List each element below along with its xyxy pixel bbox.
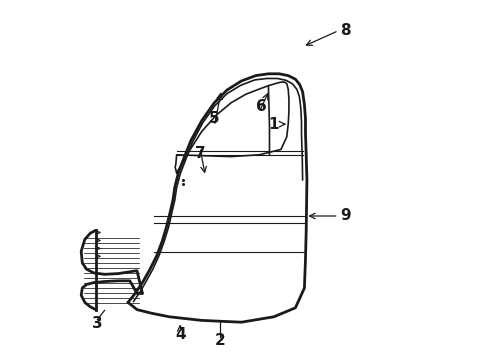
Text: 6: 6: [256, 99, 267, 114]
Text: 4: 4: [175, 327, 186, 342]
Text: 9: 9: [341, 208, 351, 224]
Text: 1: 1: [269, 117, 279, 132]
Text: 5: 5: [209, 111, 220, 126]
Text: 8: 8: [341, 23, 351, 38]
Text: 3: 3: [92, 316, 103, 332]
Text: 2: 2: [215, 333, 225, 348]
Text: 7: 7: [195, 145, 205, 161]
